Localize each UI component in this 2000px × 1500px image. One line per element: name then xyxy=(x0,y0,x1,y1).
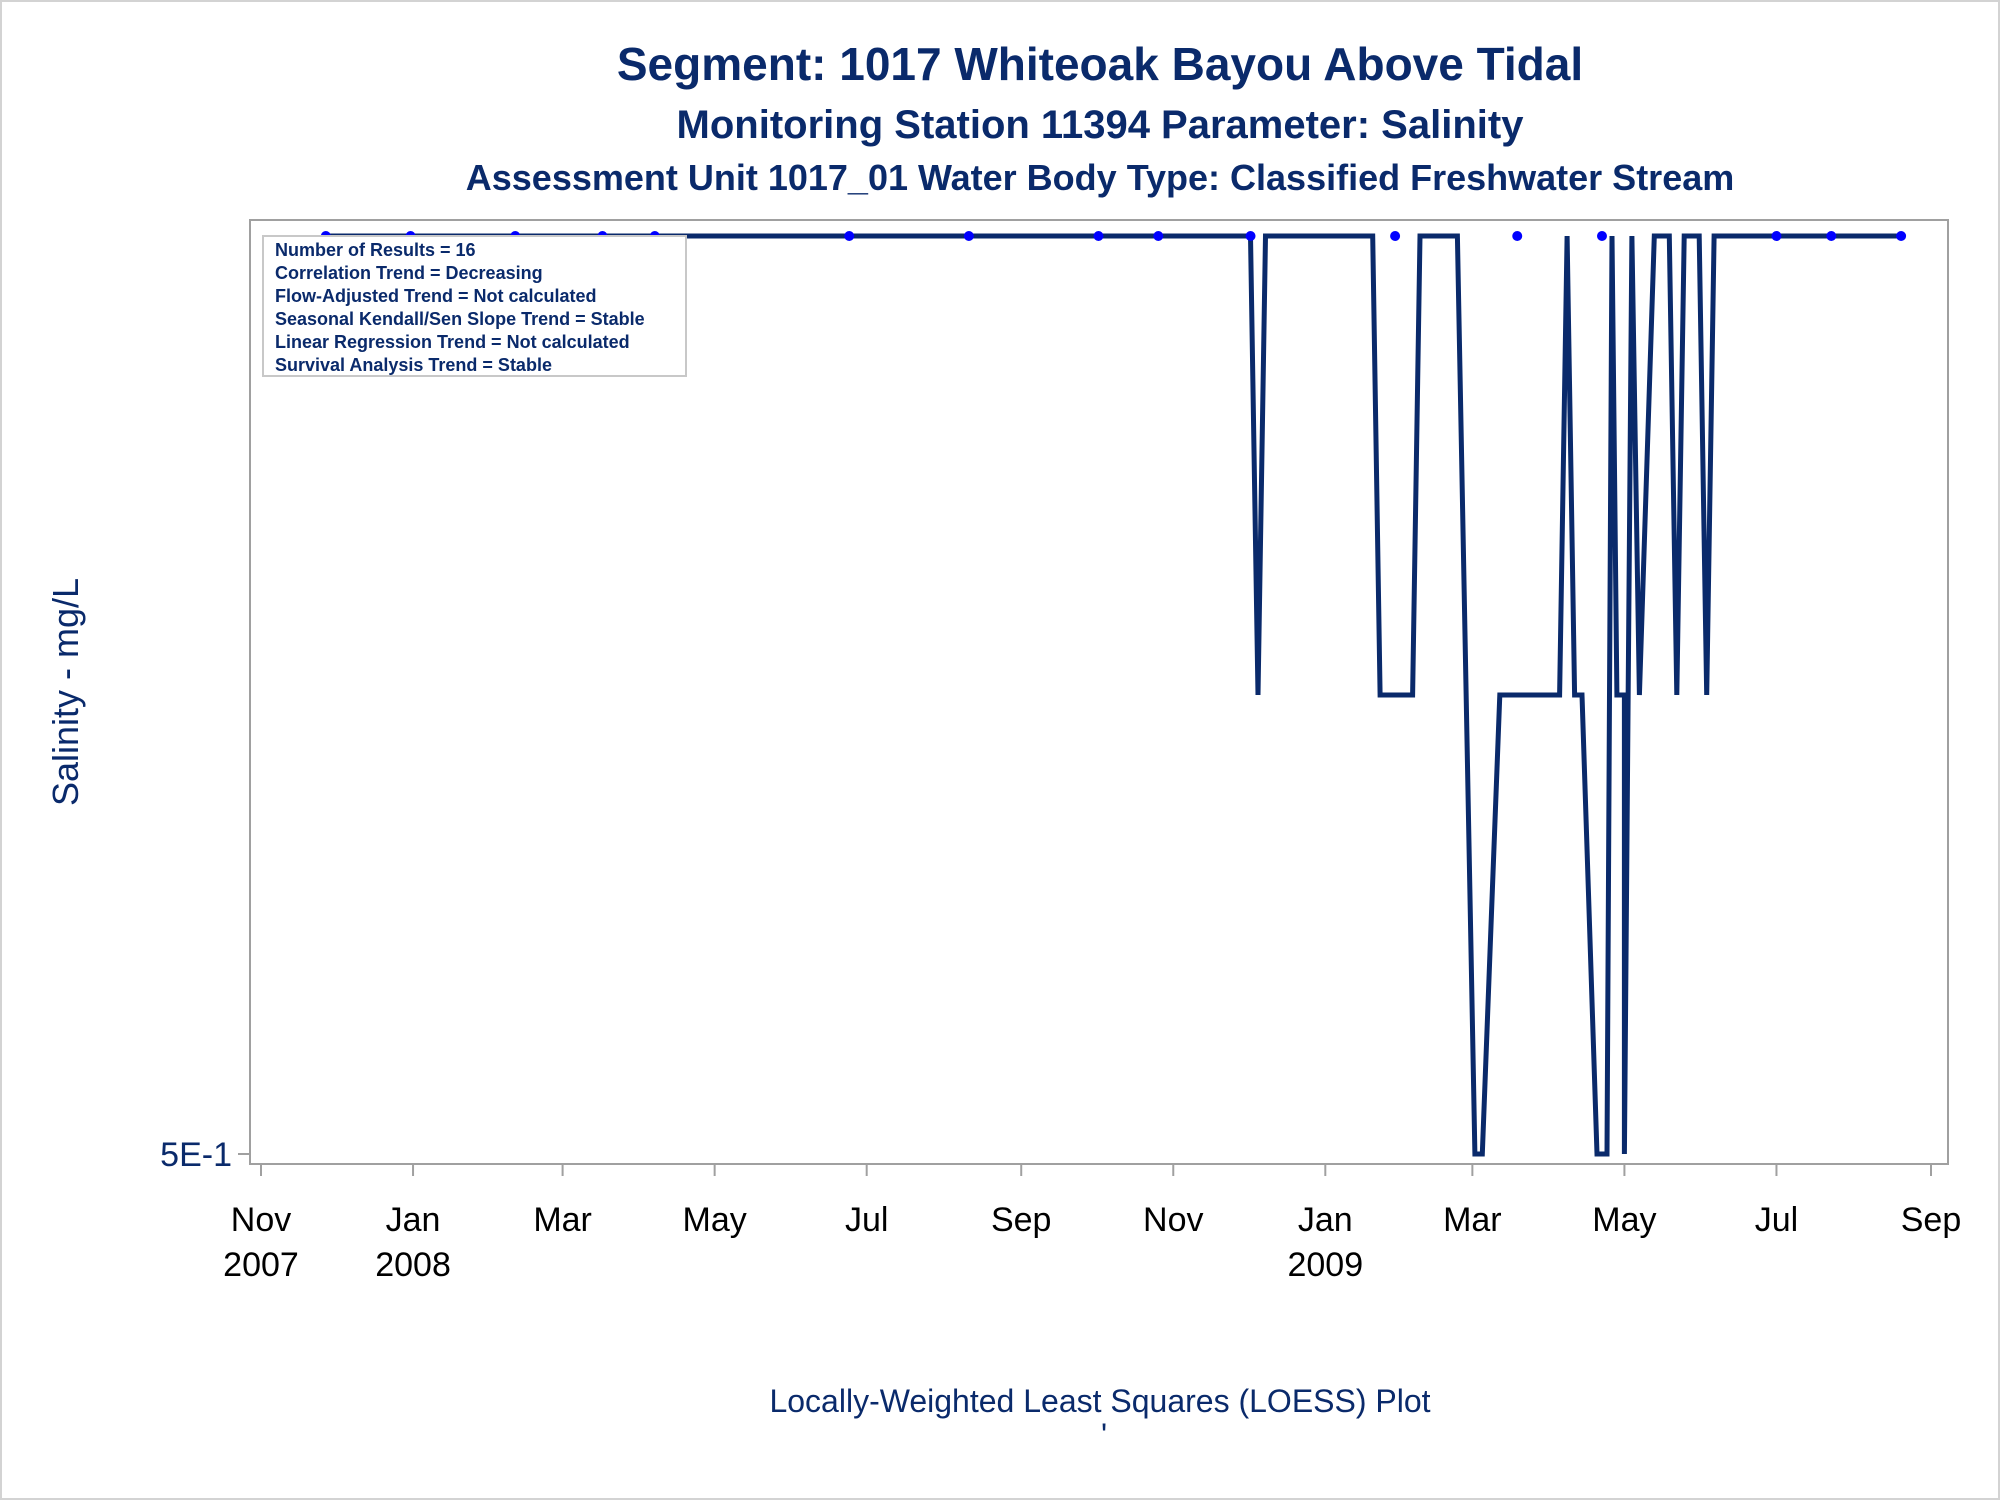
x-tick-label: Jan xyxy=(386,1201,441,1239)
stats-box-border xyxy=(262,235,687,377)
stats-line-linear-regression: Linear Regression Trend = Not calculated xyxy=(275,332,630,352)
loess-line xyxy=(325,233,1902,1157)
x-tick-label: Jul xyxy=(1755,1201,1798,1239)
stats-line-survival-analysis: Survival Analysis Trend = Stable xyxy=(275,355,552,375)
stats-line-flow-adjusted: Flow-Adjusted Trend = Not calculated xyxy=(275,286,597,306)
observation-point xyxy=(1245,231,1256,241)
x-tick-year-label: 2008 xyxy=(375,1246,451,1284)
observation-point xyxy=(1153,231,1164,241)
observation-point xyxy=(1896,231,1907,241)
observation-point xyxy=(1390,231,1401,241)
stats-line-correlation: Correlation Trend = Decreasing xyxy=(275,263,543,283)
x-axis: Nov 2007 Jan 2008 Mar May Jul Sep Nov Jan 2009 Mar M… xyxy=(223,1164,1961,1284)
y-tick-label: 5E-1 xyxy=(160,1136,232,1174)
observation-point xyxy=(1826,231,1837,241)
observation-point xyxy=(1596,231,1607,241)
y-axis: 5E-1 xyxy=(160,1136,250,1174)
chart-subtitle-2: Assessment Unit 1017_01 Water Body Type:… xyxy=(466,157,1735,198)
observation-point xyxy=(1512,231,1523,241)
x-tick-year-label: 2007 xyxy=(223,1246,299,1284)
observation-point xyxy=(844,231,855,241)
x-tick-label: May xyxy=(683,1201,747,1239)
x-tick-label: Jul xyxy=(845,1201,888,1239)
stats-line-seasonal-kendall: Seasonal Kendall/Sen Slope Trend = Stabl… xyxy=(275,309,645,329)
loess-series xyxy=(325,233,1902,1157)
x-tick-label: Mar xyxy=(533,1201,592,1239)
x-tick-label: Nov xyxy=(231,1201,291,1239)
chart-title: Segment: 1017 Whiteoak Bayou Above Tidal xyxy=(617,38,1583,90)
chart-footnote-mark: ' xyxy=(1101,1417,1107,1453)
observation-point xyxy=(1093,231,1104,241)
chart-subtitle: Monitoring Station 11394 Parameter: Sali… xyxy=(677,103,1525,147)
observation-point xyxy=(963,231,974,241)
x-tick-label: Jan xyxy=(1298,1201,1353,1239)
x-tick-label: Nov xyxy=(1143,1201,1203,1239)
plot-area xyxy=(249,219,1949,1165)
x-tick-label: May xyxy=(1592,1201,1656,1239)
stats-box: Number of Results = 16 Correlation Trend… xyxy=(262,235,687,377)
y-axis-label: Salinity - mg/L xyxy=(45,578,86,806)
x-tick-label: Mar xyxy=(1443,1201,1502,1239)
stats-line-results: Number of Results = 16 xyxy=(275,240,476,260)
x-tick-label: Sep xyxy=(1901,1201,1962,1239)
chart-footnote: Locally-Weighted Least Squares (LOESS) P… xyxy=(769,1383,1430,1419)
x-tick-label: Sep xyxy=(991,1201,1052,1239)
x-tick-year-label: 2009 xyxy=(1287,1246,1363,1284)
observation-point xyxy=(1771,231,1782,241)
